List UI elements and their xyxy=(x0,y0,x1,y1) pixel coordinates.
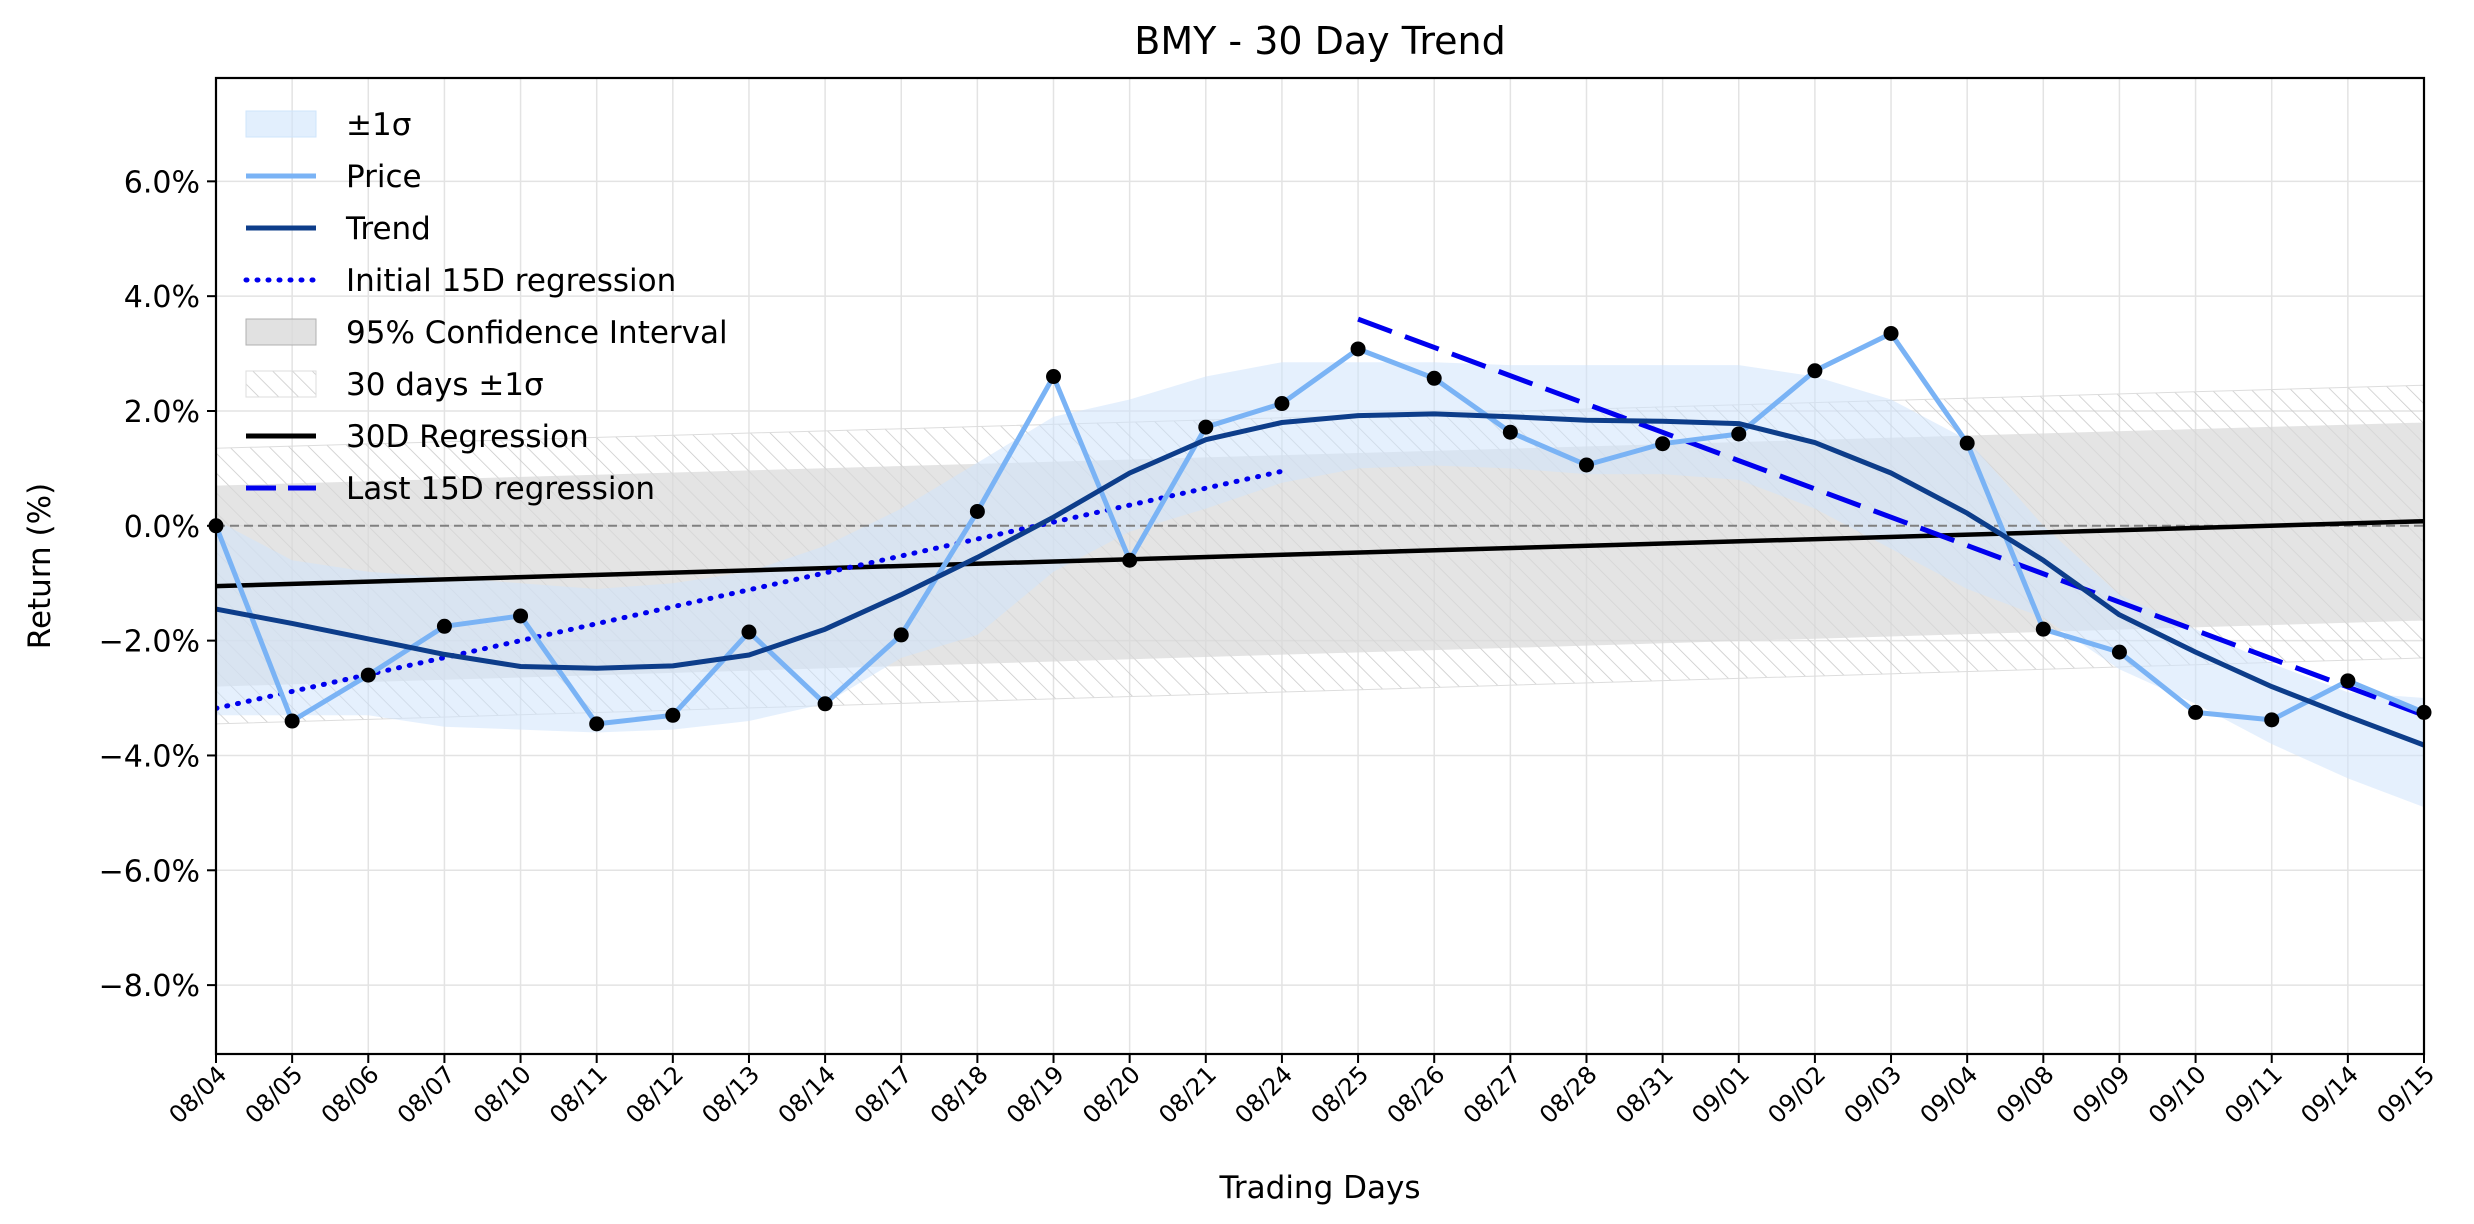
x-tick-label: 08/17 xyxy=(849,1060,918,1129)
x-tick-label: 08/26 xyxy=(1382,1060,1451,1129)
x-tick-label: 08/28 xyxy=(1534,1060,1603,1129)
x-tick-label: 08/11 xyxy=(544,1060,613,1129)
chart-title: BMY - 30 Day Trend xyxy=(1134,19,1505,63)
legend-label: Last 15D regression xyxy=(346,471,655,507)
x-tick-label: 08/07 xyxy=(392,1060,461,1129)
x-tick-label: 08/10 xyxy=(468,1060,537,1129)
x-tick-label: 09/03 xyxy=(1839,1060,1908,1129)
x-tick-label: 09/14 xyxy=(2295,1060,2364,1129)
price-point xyxy=(1274,396,1290,412)
lines-layer xyxy=(216,316,2424,748)
price-point xyxy=(1731,426,1747,442)
price-point xyxy=(1198,419,1214,435)
band-sigma xyxy=(216,362,2424,808)
price-point xyxy=(893,627,909,643)
legend-label: Trend xyxy=(345,211,431,247)
price-point xyxy=(2035,621,2051,637)
x-tick-label: 08/13 xyxy=(696,1060,765,1129)
x-tick-label: 09/02 xyxy=(1762,1060,1831,1129)
y-tick-label: 6.0% xyxy=(124,165,200,200)
x-tick-label: 09/01 xyxy=(1686,1060,1755,1129)
price-point xyxy=(2264,712,2280,728)
x-tick-label: 09/15 xyxy=(2372,1060,2441,1129)
y-tick-label: 2.0% xyxy=(124,395,200,430)
price-point xyxy=(284,713,300,729)
x-tick-label: 08/20 xyxy=(1077,1060,1146,1129)
y-tick-label: −6.0% xyxy=(99,854,200,889)
x-tick-label: 09/09 xyxy=(2067,1060,2136,1129)
x-tick-label: 08/21 xyxy=(1153,1060,1222,1129)
y-tick-label: 0.0% xyxy=(124,510,200,545)
y-tick-label: −8.0% xyxy=(99,969,200,1004)
x-axis-label: Trading Days xyxy=(1219,1170,1421,1206)
price-point xyxy=(1502,424,1518,440)
trend-line xyxy=(216,411,2424,748)
y-tick-label: 4.0% xyxy=(124,280,200,315)
x-tick-label: 09/10 xyxy=(2143,1060,2212,1129)
x-tick-label: 08/05 xyxy=(240,1060,309,1129)
x-tick-label: 08/25 xyxy=(1306,1060,1375,1129)
x-axis: 08/04 08/05 08/06 08/07 08/10 08/11 08/12 08/13… xyxy=(164,1054,2441,1129)
legend: ±1σ Price Trend Initial 15D regression 95% C… xyxy=(243,107,728,507)
legend-label: 30 days ±1σ xyxy=(346,367,544,403)
x-tick-label: 08/18 xyxy=(925,1060,994,1129)
regression-last-15d-line xyxy=(1357,316,2424,718)
price-point xyxy=(817,696,833,712)
legend-label: ±1σ xyxy=(346,107,411,143)
price-point xyxy=(2188,704,2204,720)
y-axis-label: Return (%) xyxy=(22,483,58,649)
price-point xyxy=(589,716,605,732)
price-point xyxy=(2340,673,2356,689)
y-tick-label: −2.0% xyxy=(99,625,200,660)
x-tick-label: 08/06 xyxy=(316,1060,385,1129)
legend-label: Initial 15D regression xyxy=(346,263,676,299)
x-tick-label: 08/04 xyxy=(164,1060,233,1129)
price-point xyxy=(436,618,452,634)
legend-swatch xyxy=(245,370,317,398)
price-point xyxy=(1122,552,1138,568)
legend-label: 30D Regression xyxy=(346,419,589,455)
x-tick-label: 09/11 xyxy=(2219,1060,2288,1129)
y-axis: 6.0% 4.0% 2.0% 0.0% −2.0% −4.0% −6.0% −8.0% xyxy=(99,165,216,1004)
price-point xyxy=(1426,370,1442,386)
price-point xyxy=(1655,436,1671,452)
x-tick-label: 08/12 xyxy=(620,1060,689,1129)
price-point xyxy=(1578,457,1594,473)
price-point xyxy=(1350,341,1366,357)
price-point xyxy=(741,624,757,640)
price-line xyxy=(216,331,2424,727)
x-tick-label: 08/24 xyxy=(1229,1060,1298,1129)
price-point xyxy=(1807,363,1823,379)
x-tick-label: 08/31 xyxy=(1610,1060,1679,1129)
legend-label: 95% Confidence Interval xyxy=(346,315,728,351)
x-tick-label: 09/08 xyxy=(1991,1060,2060,1129)
price-point xyxy=(2111,644,2127,660)
plot-frame xyxy=(214,76,2426,1056)
price-point xyxy=(1883,325,1899,341)
regression-30d-line xyxy=(216,518,2424,589)
price-point xyxy=(1959,435,1975,451)
x-tick-label: 08/27 xyxy=(1458,1060,1527,1129)
legend-swatch xyxy=(245,110,317,138)
price-point xyxy=(513,608,529,624)
price-point xyxy=(1046,369,1062,385)
x-tick-label: 09/04 xyxy=(1915,1060,1984,1129)
price-point xyxy=(360,667,376,683)
x-tick-label: 08/14 xyxy=(773,1060,842,1129)
y-tick-label: −4.0% xyxy=(99,739,200,774)
legend-label: Price xyxy=(346,159,422,195)
price-point xyxy=(665,707,681,723)
price-point xyxy=(969,503,985,519)
x-tick-label: 08/19 xyxy=(1001,1060,1070,1129)
legend-swatch xyxy=(245,318,317,346)
